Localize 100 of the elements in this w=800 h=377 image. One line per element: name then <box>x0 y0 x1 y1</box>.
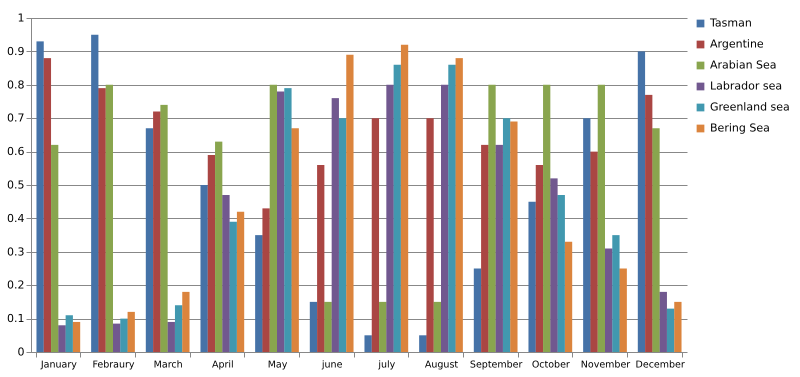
bar <box>660 292 667 352</box>
bar <box>66 315 73 352</box>
bar <box>91 34 98 352</box>
bar <box>620 268 627 352</box>
bar <box>448 64 456 352</box>
bar <box>44 58 52 352</box>
bar <box>324 302 332 352</box>
bar <box>146 128 154 352</box>
bar <box>474 268 482 352</box>
y-tick-label: 0.5 <box>7 178 24 192</box>
bar <box>160 104 168 352</box>
bar <box>612 235 620 352</box>
bar <box>426 118 434 352</box>
bar <box>400 44 408 352</box>
bar <box>310 302 318 352</box>
legend-label: Arabian Sea <box>710 58 777 72</box>
bar <box>200 185 208 352</box>
legend-label: Tasman <box>709 16 752 30</box>
bar <box>120 318 128 352</box>
bar <box>332 98 339 352</box>
bar <box>113 324 120 352</box>
bar <box>481 144 488 352</box>
bar <box>652 128 660 352</box>
bar <box>364 335 372 352</box>
x-tick-label: March <box>154 360 183 370</box>
legend-label: Bering Sea <box>710 122 770 134</box>
bar <box>441 84 448 352</box>
bar <box>666 308 674 352</box>
x-tick-label: April <box>212 360 234 370</box>
bar <box>510 122 518 352</box>
bar <box>230 222 237 352</box>
bar <box>488 84 496 352</box>
bar <box>128 312 135 352</box>
bar <box>270 84 277 352</box>
bar <box>543 84 550 352</box>
legend-label: Greenland sea <box>710 100 790 114</box>
x-tick-label: August <box>424 360 458 370</box>
x-tick-label: june <box>320 360 343 370</box>
x-tick-label: September <box>470 360 523 370</box>
bar <box>379 302 386 352</box>
bar <box>583 118 590 352</box>
bar <box>496 144 503 352</box>
y-tick-label: 1 <box>18 12 24 24</box>
bar <box>550 178 558 352</box>
bar <box>215 142 222 352</box>
bar <box>502 118 510 352</box>
x-tick-label: December <box>636 360 685 370</box>
bar <box>386 84 394 352</box>
bar <box>208 154 216 352</box>
legend-label: Labrador sea <box>710 80 782 92</box>
x-tick-label: January <box>40 360 78 370</box>
x-tick-label: july <box>377 360 396 370</box>
y-tick-label: 0 <box>18 346 24 358</box>
bar <box>564 242 572 352</box>
bar <box>338 118 346 352</box>
bar <box>277 91 284 352</box>
y-tick-label: 0.9 <box>7 44 24 58</box>
bar <box>674 302 682 352</box>
y-tick-label: 0.2 <box>7 278 24 292</box>
bar <box>98 88 106 352</box>
bar <box>72 322 80 352</box>
bar <box>255 235 262 352</box>
bar <box>168 322 175 352</box>
x-tick-label: May <box>268 360 288 370</box>
y-tick-label: 0.4 <box>7 212 24 225</box>
bar <box>317 164 324 352</box>
bar <box>536 164 544 352</box>
x-tick-label: Febraury <box>92 360 135 370</box>
legend-label: Argentine <box>710 38 764 50</box>
bar <box>598 84 605 352</box>
y-tick-label: 0.6 <box>7 145 24 158</box>
bar <box>106 84 113 352</box>
bar <box>372 118 380 352</box>
y-tick-label: 0.8 <box>7 78 24 92</box>
bar <box>58 325 66 352</box>
bar <box>174 305 182 352</box>
bar <box>182 292 190 352</box>
bar <box>528 202 536 352</box>
y-tick-label: 0.1 <box>7 312 24 326</box>
bar <box>605 248 612 352</box>
bar <box>262 208 270 352</box>
bar <box>394 64 401 352</box>
bar <box>284 88 292 352</box>
bar <box>346 54 354 352</box>
bar <box>456 58 463 352</box>
y-tick-label: 0.3 <box>7 245 24 258</box>
bar <box>558 195 565 352</box>
bar <box>153 112 160 352</box>
x-tick-label: October <box>532 360 570 370</box>
x-tick-label: November <box>580 360 630 370</box>
bar <box>638 51 646 352</box>
bar <box>419 335 426 352</box>
bar <box>236 212 244 352</box>
bar <box>645 94 652 352</box>
bar <box>292 128 299 352</box>
bar <box>222 195 230 352</box>
bar <box>590 152 598 352</box>
bar <box>51 144 58 352</box>
y-tick-label: 0.7 <box>7 112 24 125</box>
bar <box>434 302 441 352</box>
